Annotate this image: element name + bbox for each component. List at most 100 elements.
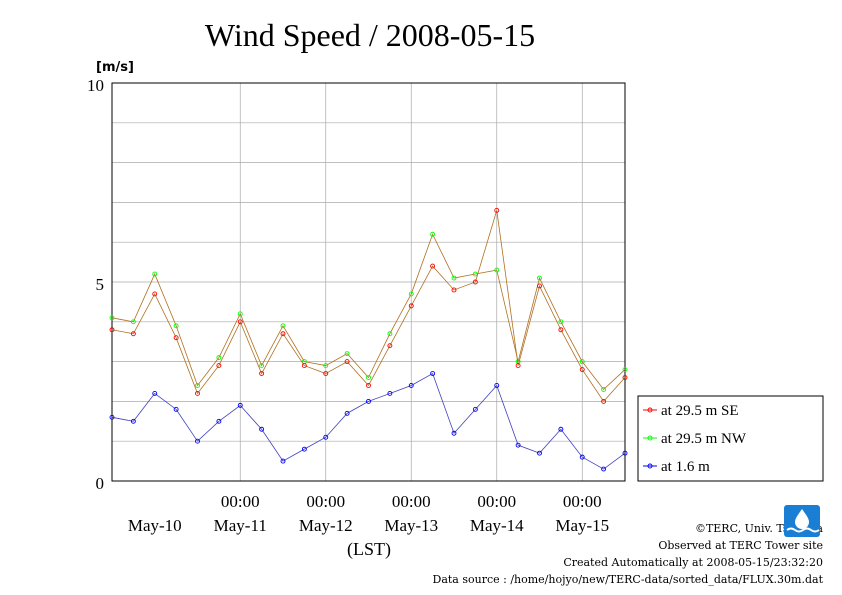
data-point xyxy=(216,418,222,424)
data-point xyxy=(494,207,500,213)
series-0 xyxy=(109,207,628,404)
data-point xyxy=(259,363,265,369)
data-point xyxy=(579,359,585,365)
grid-lines xyxy=(112,83,625,481)
data-point xyxy=(173,335,179,341)
data-point xyxy=(558,327,564,333)
data-point xyxy=(323,363,329,369)
data-point xyxy=(109,327,115,333)
data-point xyxy=(152,390,158,396)
legend-label: at 1.6 m xyxy=(661,459,710,475)
chart-title: Wind Speed / 2008-05-15 xyxy=(205,17,535,53)
data-point xyxy=(430,371,436,376)
legend-swatch-point xyxy=(647,463,653,469)
series-line xyxy=(111,210,626,403)
data-point xyxy=(451,287,457,293)
day-label: May-10 xyxy=(128,516,182,535)
data-point xyxy=(344,359,350,365)
legend-label: at 29.5 m NW xyxy=(661,431,747,447)
data-point xyxy=(558,426,564,432)
data-point xyxy=(387,390,393,396)
observed-text: Observed at TERC Tower site xyxy=(658,539,823,552)
data-point xyxy=(430,263,436,269)
data-point xyxy=(301,446,307,452)
data-point xyxy=(130,319,136,325)
data-point xyxy=(537,450,542,456)
data-point xyxy=(216,355,222,361)
data-point xyxy=(216,363,222,369)
data-point xyxy=(237,319,243,325)
data-point xyxy=(622,375,628,380)
data-point xyxy=(558,319,564,325)
day-labels: May-10 May-11 May-12 May-13 May-14 May-15 xyxy=(128,516,609,535)
data-point xyxy=(280,331,286,337)
data-point xyxy=(451,275,457,281)
data-point xyxy=(173,406,179,412)
data-point xyxy=(622,450,628,456)
x-tick-label: 00:00 xyxy=(392,492,431,511)
data-point xyxy=(259,371,265,376)
data-point xyxy=(109,315,115,321)
data-point xyxy=(579,367,585,373)
data-point xyxy=(515,363,521,369)
y-tick-label-10: 10 xyxy=(87,76,104,95)
data-point xyxy=(408,303,414,309)
series-1 xyxy=(109,231,628,392)
data-point xyxy=(537,275,542,281)
data-point xyxy=(622,367,628,373)
series-layer xyxy=(109,207,628,472)
legend-swatch-point xyxy=(647,407,653,413)
data-point xyxy=(366,383,371,388)
data-point xyxy=(344,410,350,416)
series-line xyxy=(111,372,626,470)
data-point xyxy=(259,426,265,432)
data-point xyxy=(237,402,243,408)
data-point xyxy=(109,414,115,420)
data-point xyxy=(301,363,307,369)
day-label: May-11 xyxy=(214,516,267,535)
legend: at 29.5 m SE at 29.5 m NW at 1.6 m xyxy=(637,395,824,482)
data-point xyxy=(451,430,457,436)
day-label: May-13 xyxy=(384,516,438,535)
series-2 xyxy=(109,371,628,472)
data-point xyxy=(280,458,286,464)
data-point xyxy=(130,331,136,337)
day-label: May-12 xyxy=(299,516,353,535)
data-point xyxy=(237,311,243,317)
data-point xyxy=(601,387,607,392)
data-point xyxy=(537,283,542,289)
day-label: May-14 xyxy=(470,516,524,535)
data-point xyxy=(494,383,500,388)
y-tick-label-0: 0 xyxy=(96,474,105,493)
data-point xyxy=(472,279,478,285)
data-point xyxy=(494,267,500,273)
data-point xyxy=(130,418,136,424)
legend-label: at 29.5 m SE xyxy=(661,403,739,419)
x-tick-label: 00:00 xyxy=(477,492,516,511)
legend-box xyxy=(637,395,824,482)
x-tick-label: 00:00 xyxy=(221,492,260,511)
data-point xyxy=(408,383,414,388)
day-label: May-15 xyxy=(555,516,609,535)
data-point xyxy=(387,331,393,337)
y-axis-unit-label: [m/s] xyxy=(96,60,134,75)
data-point xyxy=(152,271,158,277)
data-point xyxy=(601,398,607,404)
data-point xyxy=(344,351,350,357)
data-source-text: Data source : /home/hojyo/new/TERC-data/… xyxy=(433,573,824,586)
data-point xyxy=(195,390,200,396)
legend-swatch-point xyxy=(647,435,653,441)
data-point xyxy=(601,466,607,472)
data-point xyxy=(366,375,371,380)
series-line xyxy=(111,233,626,391)
x-tick-label: 00:00 xyxy=(306,492,345,511)
data-point xyxy=(280,323,286,329)
data-point xyxy=(472,406,478,412)
data-point xyxy=(323,371,329,376)
data-point xyxy=(408,291,414,297)
y-tick-label-5: 5 xyxy=(96,275,105,294)
data-point xyxy=(323,434,329,440)
data-point xyxy=(195,438,200,444)
terc-logo-icon xyxy=(784,505,820,537)
data-point xyxy=(579,454,585,460)
